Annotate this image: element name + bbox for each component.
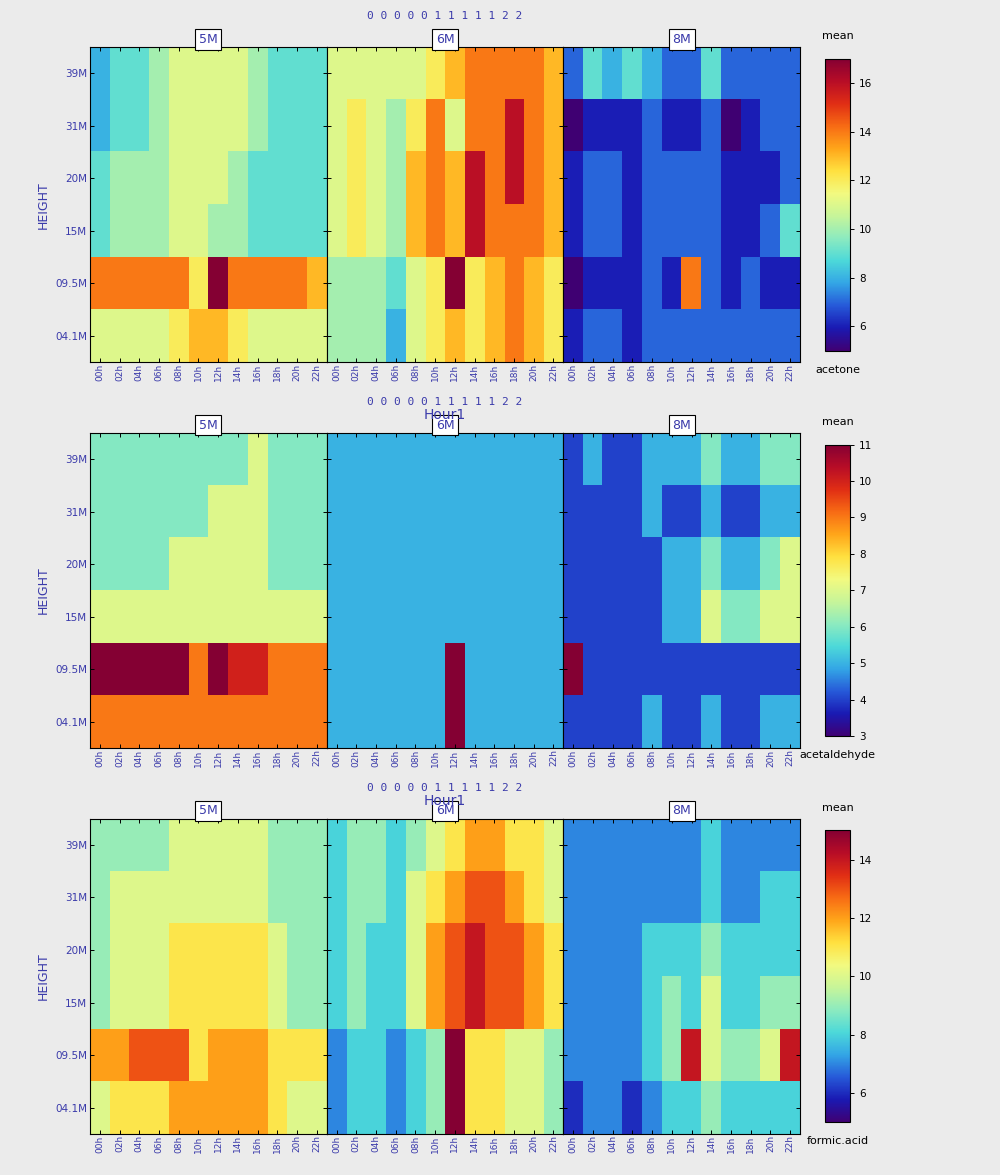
Title: 6M: 6M bbox=[436, 418, 454, 431]
Y-axis label: HEIGHT: HEIGHT bbox=[37, 953, 50, 1000]
Title: 8M: 8M bbox=[672, 418, 691, 431]
Text: mean: mean bbox=[822, 803, 853, 813]
Text: mean: mean bbox=[822, 417, 853, 427]
Title: 5M: 5M bbox=[199, 805, 218, 818]
Text: acetaldehyde: acetaldehyde bbox=[800, 751, 876, 760]
Text: Hour1: Hour1 bbox=[424, 408, 466, 422]
Title: 8M: 8M bbox=[672, 33, 691, 46]
Text: 0 0 0 0 0 1 1 1 1 1 2 2: 0 0 0 0 0 1 1 1 1 1 2 2 bbox=[367, 11, 523, 21]
Text: 0 0 0 0 0 1 1 1 1 1 2 2: 0 0 0 0 0 1 1 1 1 1 2 2 bbox=[367, 783, 523, 793]
Text: mean: mean bbox=[822, 31, 853, 41]
Text: acetone: acetone bbox=[815, 364, 860, 375]
Title: 5M: 5M bbox=[199, 33, 218, 46]
Text: formic.acid: formic.acid bbox=[806, 1136, 869, 1147]
Title: 5M: 5M bbox=[199, 418, 218, 431]
Title: 6M: 6M bbox=[436, 805, 454, 818]
Y-axis label: HEIGHT: HEIGHT bbox=[37, 181, 50, 228]
Text: Hour1: Hour1 bbox=[424, 794, 466, 808]
Title: 8M: 8M bbox=[672, 805, 691, 818]
Y-axis label: HEIGHT: HEIGHT bbox=[37, 566, 50, 615]
Text: 0 0 0 0 0 1 1 1 1 1 2 2: 0 0 0 0 0 1 1 1 1 1 2 2 bbox=[367, 397, 523, 407]
Title: 6M: 6M bbox=[436, 33, 454, 46]
